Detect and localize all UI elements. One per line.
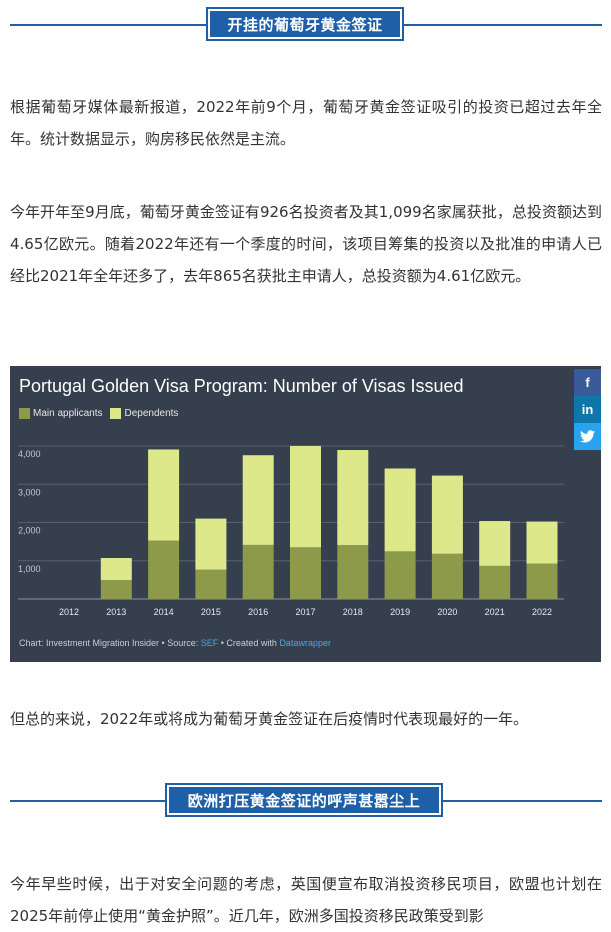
paragraph-1: 根据葡萄牙媒体最新报道，2022年前9个月，葡萄牙黄金签证吸引的投资已超过去年全… (10, 98, 602, 148)
linkedin-share-button[interactable]: in (574, 396, 601, 423)
bar-dependents (148, 449, 180, 541)
x-tick-label: 2013 (106, 607, 126, 617)
bar-main-applicants (100, 580, 132, 599)
bar-dependents (100, 557, 132, 581)
bar-chart: 1,000 2,000 3,000 4,000 2012 2013 2014 2015 2016… (18, 445, 564, 617)
x-tick-label: 2019 (390, 607, 410, 617)
legend-item-dependents: Dependents (110, 408, 178, 419)
x-tick-label: 2020 (437, 607, 457, 617)
chart-footer: Chart: Investment Migration Insider • So… (19, 638, 331, 648)
legend-swatch-dependents (110, 408, 122, 419)
bar-main-applicants (384, 551, 416, 599)
x-tick-label: 2018 (343, 607, 363, 617)
legend-label-main: Main applicants (33, 408, 103, 419)
source-link[interactable]: SEF (200, 638, 219, 648)
y-tick-label: 4,000 (18, 449, 41, 459)
section-title: 开挂的葡萄牙黄金签证 (210, 11, 400, 37)
section-header-1: 开挂的葡萄牙黄金签证 (0, 5, 611, 45)
section-header-2: 欧洲打压黄金签证的呼声甚嚣尘上 (0, 781, 611, 821)
paragraph-2: 今年开年至9月底，葡萄牙黄金签证有926名投资者及其1,099名家属获批，总投资… (10, 203, 602, 285)
datawrapper-link[interactable]: Datawrapper (279, 638, 331, 648)
bar-dependents (195, 518, 227, 570)
section-header-box: 开挂的葡萄牙黄金签证 (206, 7, 404, 41)
bar-main-applicants (290, 547, 321, 599)
paragraph-3: 但总的来说，2022年或将成为葡萄牙黄金签证在后疫情时代表现最好的一年。 (10, 710, 529, 728)
bar-dependents (242, 455, 274, 545)
bar-dependents (337, 450, 369, 546)
footer-prefix: Chart: Investment Migration Insider • So… (19, 638, 201, 648)
bar-dependents (479, 521, 511, 566)
chart-container: 1,000 2,000 3,000 4,000 2012 2013 2014 2015 2016… (10, 366, 601, 662)
x-tick-label: 2021 (485, 607, 505, 617)
twitter-share-button[interactable] (574, 423, 601, 450)
bar-dependents (384, 468, 416, 552)
legend-swatch-main (19, 408, 30, 419)
x-tick-label: 2014 (154, 607, 174, 617)
bar-dependents (431, 475, 463, 554)
section-header-line-left (10, 24, 206, 26)
bar-main-applicants (148, 540, 180, 599)
y-tick-label: 3,000 (18, 487, 41, 497)
section-title: 欧洲打压黄金签证的呼声甚嚣尘上 (169, 787, 439, 813)
chart-legend: Main applicants Dependents (19, 408, 178, 419)
x-tick-label: 2017 (295, 607, 315, 617)
bar-main-applicants (431, 553, 463, 599)
bar-main-applicants (526, 563, 558, 599)
section-header-box: 欧洲打压黄金签证的呼声甚嚣尘上 (165, 783, 443, 817)
x-tick-label: 2022 (532, 607, 552, 617)
bar-main-applicants (242, 544, 274, 599)
legend-label-dependents: Dependents (124, 408, 179, 419)
bar-main-applicants (479, 565, 511, 599)
bar-main-applicants (195, 569, 227, 599)
y-tick-label: 2,000 (18, 526, 41, 536)
facebook-icon: f (585, 375, 590, 390)
section-header-line-left (10, 800, 165, 802)
footer-middle: • Created with (218, 638, 280, 648)
y-tick-label: 1,000 (18, 564, 41, 574)
linkedin-icon: in (581, 402, 594, 417)
twitter-icon (580, 430, 595, 443)
x-tick-label: 2016 (248, 607, 268, 617)
chart-title: Portugal Golden Visa Program: Number of … (19, 376, 464, 396)
paragraph-4: 今年早些时候，出于对安全问题的考虑，英国便宣布取消投资移民项目，欧盟也计划在20… (10, 875, 602, 925)
facebook-share-button[interactable]: f (574, 369, 601, 396)
bar-dependents (290, 445, 321, 548)
bar-main-applicants (337, 545, 369, 599)
section-header-line-right (404, 24, 602, 26)
section-header-line-right (443, 800, 602, 802)
x-tick-label: 2012 (59, 607, 79, 617)
x-tick-label: 2015 (201, 607, 221, 617)
legend-item-main: Main applicants (19, 408, 102, 419)
bar-dependents (526, 521, 558, 564)
